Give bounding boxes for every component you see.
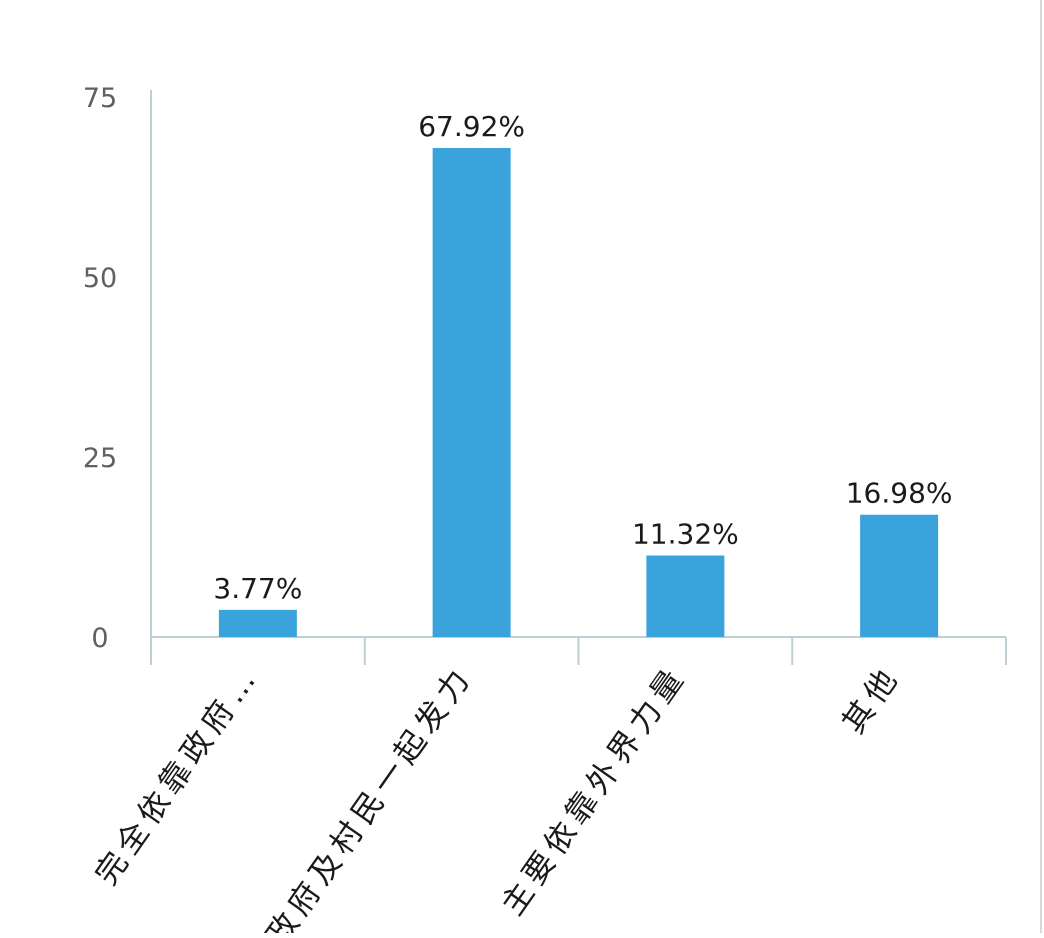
- right-edge-divider: [1040, 0, 1042, 933]
- bar: [860, 514, 939, 637]
- x-category-label: 政府及村民一起发力: [260, 659, 480, 933]
- y-tick-label: 50: [83, 263, 117, 294]
- data-label: 3.77%: [213, 572, 302, 605]
- bar: [218, 609, 297, 637]
- data-label: 11.32%: [632, 517, 739, 550]
- bar: [646, 555, 725, 637]
- y-tick-label: 75: [83, 83, 117, 114]
- x-category-label: 主要依靠外界力量: [495, 659, 694, 922]
- y-tick-label: 25: [83, 443, 117, 474]
- data-label: 67.92%: [418, 110, 525, 143]
- y-tick-label: 0: [91, 623, 108, 654]
- x-category-label: 完全依靠政府…: [88, 659, 266, 892]
- data-label: 16.98%: [846, 477, 953, 510]
- bar: [432, 147, 511, 637]
- x-category-label: 其他: [836, 659, 908, 740]
